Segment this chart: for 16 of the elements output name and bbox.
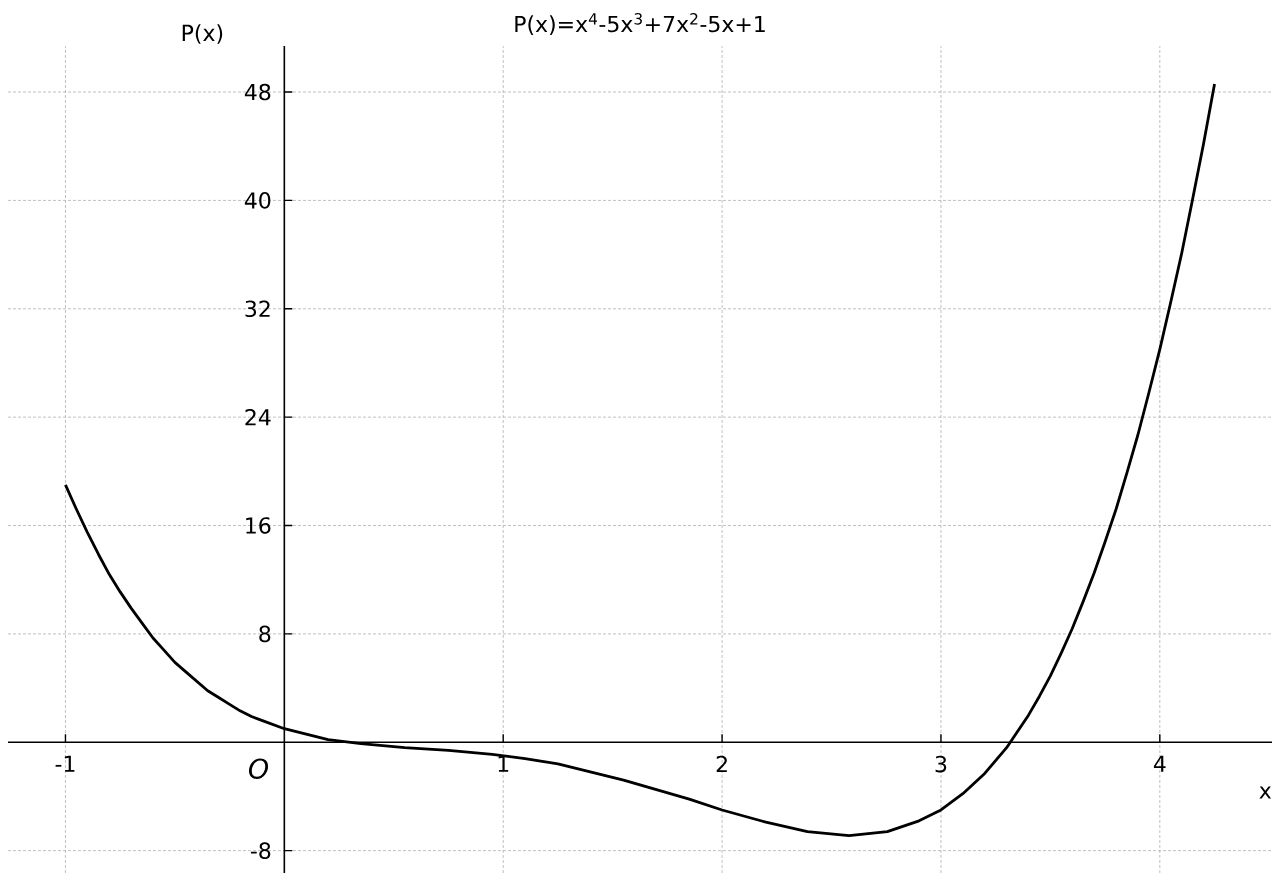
- x-tick-label: 2: [716, 755, 727, 773]
- y-axis-title: P(x): [182, 24, 223, 44]
- annotation: O: [248, 758, 269, 779]
- x-tick-label: 3: [935, 755, 947, 773]
- x-tick-label: -1: [55, 755, 75, 772]
- chart-title: P(x)=x$^{4}$-5x$^{3}$+7x$^{2}$-5x+1: [515, 13, 765, 35]
- y-tick-label: -8: [250, 842, 271, 859]
- x-tick-label: 4: [1153, 755, 1166, 772]
- y-tick-label: 40: [244, 192, 271, 209]
- y-tick-label: 24: [245, 408, 271, 426]
- y-tick-label: 16: [246, 517, 271, 534]
- y-tick-label: 32: [245, 300, 270, 318]
- x-tick-label: 1: [498, 755, 509, 772]
- y-tick-label: 48: [244, 83, 271, 101]
- y-tick-label: 8: [259, 625, 271, 643]
- x-axis-title: x: [1259, 786, 1272, 799]
